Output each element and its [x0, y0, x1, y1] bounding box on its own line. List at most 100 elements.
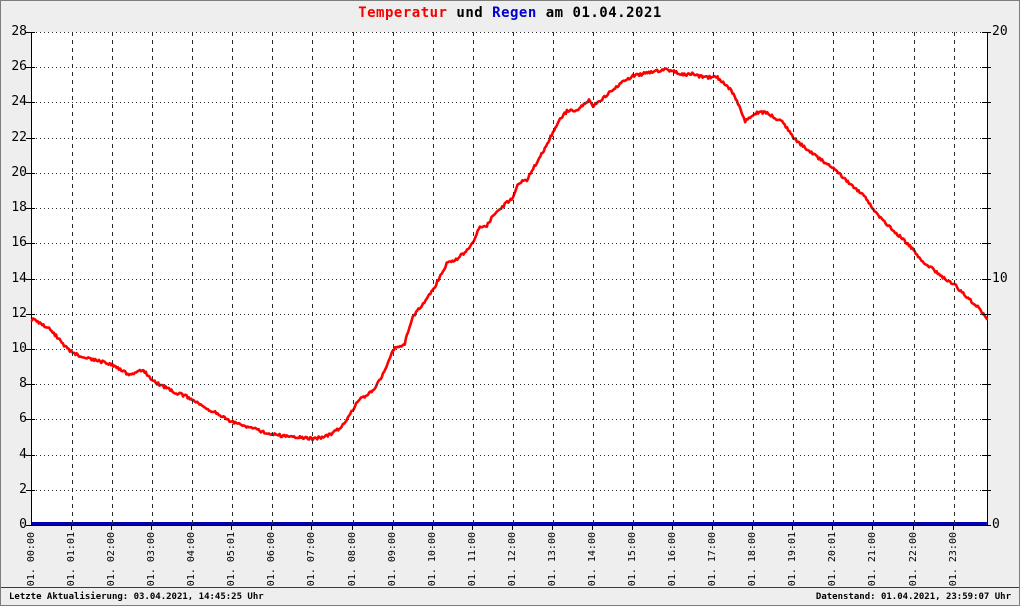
gridline-vertical: [513, 32, 514, 525]
gridline-vertical: [553, 32, 554, 525]
gridline-vertical: [833, 32, 834, 525]
x-axis-tick-label: 01. 21:00: [867, 532, 879, 587]
gridline-vertical: [353, 32, 354, 525]
axis-tick: [26, 173, 35, 174]
axis-tick: [352, 525, 353, 530]
axis-tick: [26, 384, 35, 385]
left-axis-tick-label: 28: [11, 24, 27, 39]
axis-tick: [26, 314, 35, 315]
left-axis-tick-label: 6: [19, 411, 27, 427]
x-axis-tick-label: 01. 01:01: [66, 532, 78, 587]
axis-tick: [792, 525, 793, 530]
x-axis-tick-label: 01. 20:01: [827, 532, 839, 587]
axis-tick: [982, 349, 991, 350]
gridline-vertical: [473, 32, 474, 525]
axis-tick: [26, 32, 35, 33]
gridline-vertical: [633, 32, 634, 525]
gridline-vertical: [393, 32, 394, 525]
axis-tick: [982, 208, 991, 209]
chart-title: Temperatur und Regen am 01.04.2021: [1, 5, 1019, 21]
left-axis-tick-label: 0: [19, 517, 27, 532]
x-axis-tick-label: 01. 00:00: [26, 532, 37, 587]
gridline-vertical: [272, 32, 273, 525]
axis-tick: [26, 67, 35, 68]
axis-tick: [712, 525, 713, 530]
axis-tick: [26, 138, 35, 139]
x-axis-tick-label: 01. 15:00: [627, 532, 639, 587]
gridline-vertical: [232, 32, 233, 525]
x-axis-tick-label: 01. 06:00: [266, 532, 278, 587]
gridline-horizontal: [32, 349, 987, 350]
axis-tick: [71, 525, 72, 530]
chart-title-regen: Regen: [492, 5, 537, 21]
gridline-horizontal: [32, 138, 987, 139]
gridline-vertical: [793, 32, 794, 525]
gridline-horizontal: [32, 490, 987, 491]
gridline-vertical: [954, 32, 955, 525]
axis-tick: [982, 525, 991, 526]
axis-tick: [982, 384, 991, 385]
axis-tick: [982, 32, 991, 33]
left-axis-tick-label: 8: [19, 376, 27, 392]
left-axis-tick-label: 22: [11, 129, 27, 145]
axis-tick: [432, 525, 433, 530]
gridline-vertical: [673, 32, 674, 525]
gridline-vertical: [873, 32, 874, 525]
chart-title-date: am 01.04.2021: [536, 5, 662, 21]
axis-tick: [151, 525, 152, 530]
gridline-vertical: [713, 32, 714, 525]
temperature-series-line: [30, 67, 989, 442]
axis-tick: [26, 490, 35, 491]
x-axis-tick-label: 01. 09:00: [386, 532, 398, 587]
x-axis-tick-label: 01. 23:00: [947, 532, 959, 587]
chart-title-und: und: [447, 5, 493, 21]
chart-title-temperatur: Temperatur: [358, 5, 448, 21]
gridline-vertical: [914, 32, 915, 525]
axis-tick: [752, 525, 753, 530]
right-axis-tick-label: 10: [992, 270, 1008, 286]
x-axis-tick-label: 01. 14:00: [586, 532, 598, 587]
axis-tick: [472, 525, 473, 530]
gridline-horizontal: [32, 243, 987, 244]
right-axis-tick-label: 0: [992, 517, 1000, 532]
axis-tick: [982, 455, 991, 456]
axis-tick: [26, 208, 35, 209]
chart-plot-area: [30, 32, 989, 526]
gridline-horizontal: [32, 314, 987, 315]
left-axis-tick-label: 14: [11, 270, 27, 286]
axis-tick: [832, 525, 833, 530]
gridline-vertical: [753, 32, 754, 525]
axis-tick: [982, 314, 991, 315]
gridline-horizontal: [32, 279, 987, 280]
left-axis-tick-label: 26: [11, 59, 27, 75]
left-axis-tick-label: 16: [11, 235, 27, 251]
axis-tick: [953, 525, 954, 530]
left-axis-tick-label: 10: [11, 340, 27, 356]
axis-tick: [26, 525, 35, 526]
axis-tick: [982, 490, 991, 491]
x-axis-tick-label: 01. 13:00: [546, 532, 558, 587]
gridline-vertical: [72, 32, 73, 525]
gridline-horizontal: [32, 102, 987, 103]
x-axis-tick-label: 01. 03:00: [146, 532, 158, 587]
x-axis-tick-label: 01. 22:00: [907, 532, 919, 587]
gridline-vertical: [112, 32, 113, 525]
status-last-update: Letzte Aktualisierung: 03.04.2021, 14:45…: [9, 591, 264, 602]
axis-tick: [632, 525, 633, 530]
axis-tick: [26, 243, 35, 244]
x-axis-tick-label: 01. 19:01: [787, 532, 799, 587]
x-axis-tick-label: 01. 02:00: [106, 532, 118, 587]
right-axis-tick-label: 20: [992, 24, 1008, 39]
left-axis-tick-label: 20: [11, 164, 27, 180]
axis-tick: [271, 525, 272, 530]
left-axis-tick-label: 2: [19, 481, 27, 497]
x-axis-tick-label: 01. 10:00: [426, 532, 438, 587]
left-axis-tick-label: 18: [11, 200, 27, 216]
gridline-vertical: [593, 32, 594, 525]
axis-tick: [913, 525, 914, 530]
axis-tick: [982, 173, 991, 174]
chart-series-layer: [30, 67, 989, 525]
x-axis-tick-label: 01. 08:00: [346, 532, 358, 587]
axis-tick: [512, 525, 513, 530]
x-axis-tick-label: 01. 18:00: [747, 532, 759, 587]
